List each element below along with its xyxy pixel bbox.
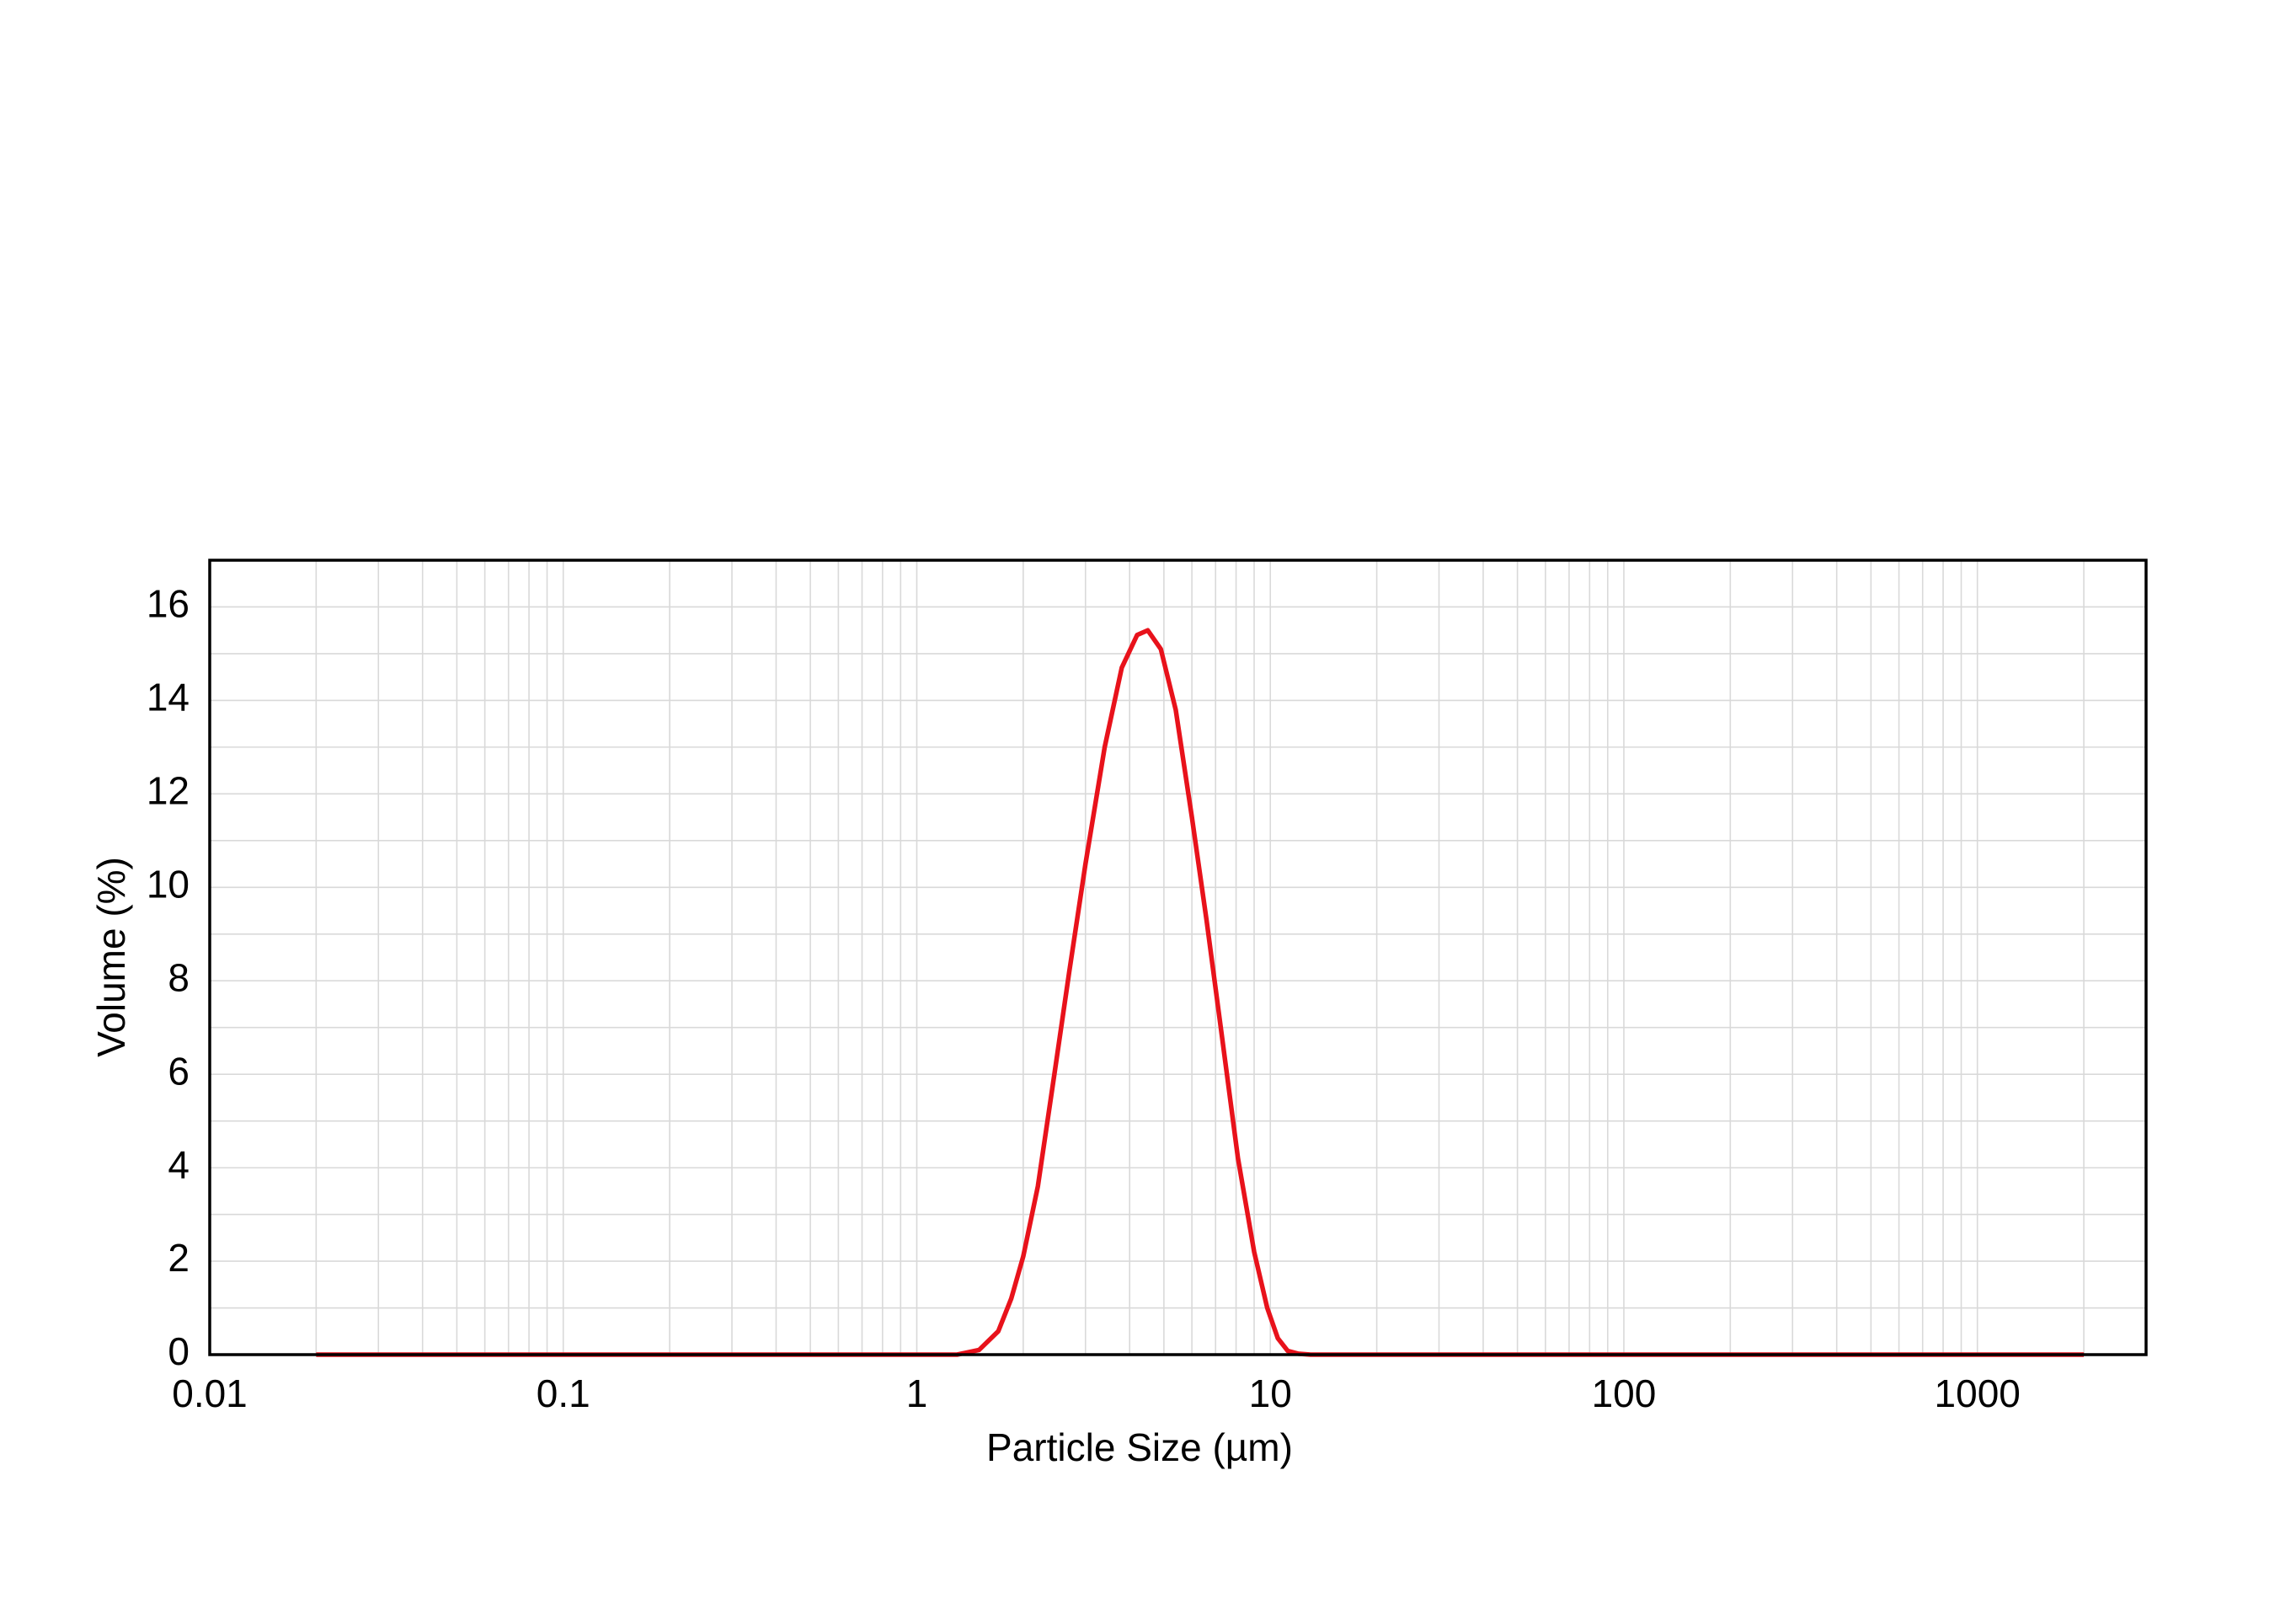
y-tick-label: 14	[147, 676, 190, 719]
x-tick-label: 100	[1592, 1371, 1657, 1415]
y-tick-label: 6	[168, 1049, 190, 1093]
plot-frame	[208, 559, 2148, 1356]
data-line	[316, 628, 2085, 1357]
y-tick-label: 4	[168, 1142, 190, 1186]
y-tick-label: 2	[168, 1236, 190, 1280]
x-tick-label: 1000	[1935, 1371, 2021, 1415]
x-tick-label: 0.1	[537, 1371, 590, 1415]
x-axis-title: Particle Size (µm)	[986, 1425, 1293, 1469]
y-tick-label: 0	[168, 1329, 190, 1373]
y-axis-title: Volume (%)	[89, 857, 133, 1057]
y-tick-label: 10	[147, 862, 190, 906]
y-tick-label: 12	[147, 769, 190, 813]
x-tick-label: 1	[906, 1371, 928, 1415]
x-tick-label: 0.01	[172, 1371, 248, 1415]
y-tick-label: 8	[168, 955, 190, 999]
x-tick-label: 10	[1249, 1371, 1292, 1415]
y-tick-label: 16	[147, 582, 190, 626]
